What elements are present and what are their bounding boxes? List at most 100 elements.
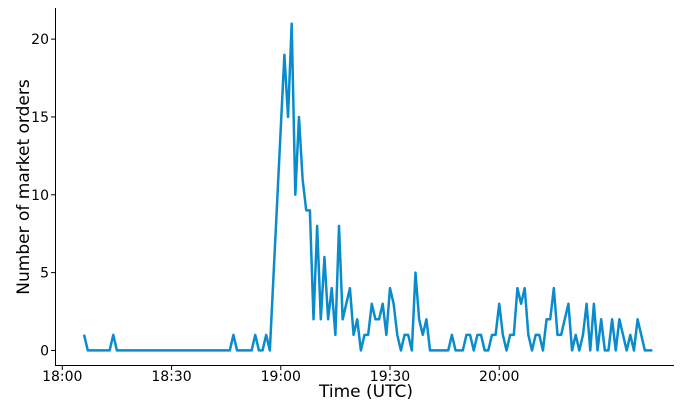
y-tick-label: 10 bbox=[31, 188, 49, 204]
data-point bbox=[553, 287, 555, 289]
data-point bbox=[473, 349, 475, 352]
data-point bbox=[327, 318, 329, 320]
series-layer bbox=[82, 22, 653, 352]
y-axis-title: Number of market orders bbox=[14, 79, 34, 295]
data-point bbox=[371, 303, 373, 305]
data-point bbox=[112, 334, 114, 336]
data-point bbox=[491, 334, 493, 336]
data-point bbox=[403, 334, 406, 336]
data-point bbox=[611, 318, 613, 320]
data-point bbox=[578, 349, 580, 352]
data-point bbox=[589, 349, 591, 352]
data-point bbox=[342, 318, 344, 320]
data-point bbox=[538, 334, 540, 336]
data-point bbox=[593, 303, 595, 305]
x-tick-label: 19:00 bbox=[261, 369, 301, 385]
data-point bbox=[571, 349, 573, 352]
data-point bbox=[378, 318, 380, 320]
data-point bbox=[629, 334, 631, 336]
data-point bbox=[116, 349, 118, 352]
data-point bbox=[644, 349, 646, 352]
data-point bbox=[651, 349, 653, 352]
data-point bbox=[469, 334, 471, 336]
x-tick-labels: 18:00 18:30 19:00 19:30 20:00 bbox=[42, 366, 519, 385]
data-point bbox=[298, 116, 300, 118]
x-tick-label: 18:00 bbox=[42, 369, 82, 385]
x-tick-label: 18:30 bbox=[151, 369, 191, 385]
y-tick-label: 20 bbox=[31, 32, 49, 48]
data-point bbox=[582, 334, 584, 336]
data-point bbox=[83, 334, 85, 336]
data-point bbox=[433, 349, 435, 352]
data-point bbox=[516, 287, 519, 289]
data-point bbox=[531, 349, 533, 352]
data-point bbox=[524, 287, 526, 289]
data-point bbox=[345, 303, 347, 305]
data-point bbox=[560, 334, 562, 336]
data-point bbox=[564, 318, 566, 320]
data-point bbox=[236, 349, 238, 352]
data-point bbox=[291, 22, 293, 25]
data-point bbox=[494, 334, 497, 336]
data-point bbox=[261, 349, 264, 352]
data-point bbox=[542, 349, 544, 352]
data-point bbox=[320, 318, 322, 320]
y-tick-label: 5 bbox=[40, 266, 49, 282]
data-point bbox=[360, 349, 362, 352]
data-point bbox=[363, 334, 366, 336]
data-point bbox=[484, 349, 486, 352]
data-point bbox=[600, 318, 602, 320]
data-point bbox=[509, 334, 511, 336]
data-point bbox=[604, 349, 606, 352]
data-point bbox=[374, 318, 377, 320]
data-point bbox=[305, 209, 307, 211]
data-point bbox=[535, 334, 537, 336]
data-point bbox=[316, 225, 318, 227]
data-point bbox=[254, 334, 256, 336]
data-point bbox=[498, 303, 500, 305]
data-point bbox=[265, 334, 267, 336]
data-point bbox=[331, 287, 333, 289]
data-point bbox=[462, 349, 464, 352]
data-point bbox=[422, 334, 424, 336]
data-point bbox=[425, 318, 427, 320]
data-point bbox=[87, 349, 89, 352]
x-axis-title: Time (UTC) bbox=[318, 382, 413, 402]
y-tick-label: 15 bbox=[31, 110, 49, 126]
data-point bbox=[418, 318, 420, 320]
data-point bbox=[232, 334, 235, 336]
data-point bbox=[575, 334, 577, 336]
series-line-0 bbox=[82, 22, 653, 352]
data-point bbox=[476, 334, 478, 336]
data-point bbox=[251, 349, 253, 352]
axes bbox=[55, 8, 674, 366]
data-point bbox=[323, 256, 326, 258]
data-point bbox=[622, 334, 624, 336]
data-point bbox=[258, 349, 260, 352]
data-point bbox=[549, 318, 551, 320]
data-point bbox=[429, 349, 431, 352]
data-point bbox=[451, 334, 453, 336]
data-point bbox=[596, 349, 599, 352]
data-point bbox=[513, 334, 515, 336]
data-point bbox=[527, 334, 529, 336]
data-point bbox=[586, 303, 588, 305]
data-point bbox=[545, 318, 548, 320]
data-point bbox=[502, 334, 504, 336]
data-point bbox=[385, 334, 387, 336]
y-tick-label: 0 bbox=[40, 343, 49, 359]
data-point bbox=[309, 209, 311, 211]
x-tick-label: 19:30 bbox=[370, 369, 410, 385]
x-tick-label: 20:00 bbox=[479, 369, 519, 385]
data-point bbox=[229, 349, 231, 352]
data-point bbox=[607, 349, 610, 352]
data-point bbox=[505, 349, 508, 352]
data-point bbox=[367, 334, 369, 336]
data-point bbox=[287, 116, 289, 118]
data-point bbox=[411, 349, 413, 352]
data-point bbox=[556, 334, 559, 336]
y-tick-labels: 0 5 10 15 20 bbox=[31, 32, 55, 359]
data-point bbox=[447, 349, 449, 352]
data-point bbox=[465, 334, 468, 336]
